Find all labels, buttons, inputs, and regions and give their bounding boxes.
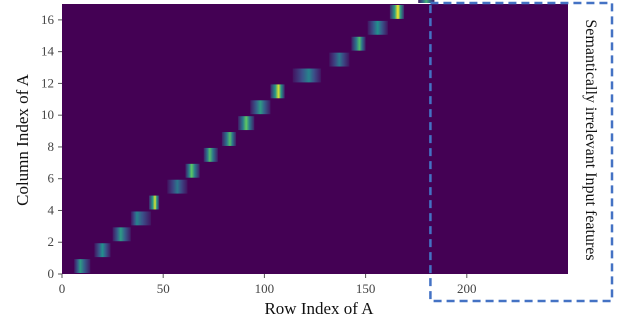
plot-area bbox=[62, 4, 568, 274]
heatmap-cell bbox=[203, 147, 218, 162]
heatmap-cell bbox=[94, 243, 111, 258]
heatmap-cell bbox=[74, 259, 91, 273]
heatmap-cell bbox=[238, 116, 255, 131]
y-tick-label: 12 bbox=[41, 75, 54, 90]
heatmap-cell bbox=[389, 5, 405, 19]
heatmap-cell bbox=[221, 132, 237, 146]
y-tick-label: 4 bbox=[48, 202, 55, 217]
heatmap-cell bbox=[270, 84, 285, 99]
highlight-region-box bbox=[429, 1, 614, 303]
heatmap-cell bbox=[250, 100, 271, 115]
y-tick-label: 8 bbox=[48, 139, 55, 154]
y-tick-label: 6 bbox=[48, 171, 55, 186]
heatmap-cell bbox=[112, 227, 131, 242]
y-axis-label: Column Index of A bbox=[13, 73, 32, 205]
axis-ticks: 0 50 100 150 200 0 2 4 6 8 10 12 14 16 bbox=[41, 12, 477, 296]
y-tick-label: 16 bbox=[41, 12, 55, 27]
heatmap-cell bbox=[367, 20, 388, 35]
heatmap-cell bbox=[292, 68, 322, 83]
y-tick-label: 14 bbox=[41, 44, 55, 59]
x-tick-label: 100 bbox=[255, 281, 275, 296]
x-tick-label: 0 bbox=[59, 281, 66, 296]
heatmap-cell bbox=[185, 163, 200, 178]
y-tick-label: 10 bbox=[41, 107, 54, 122]
heatmap-cells bbox=[74, 0, 435, 273]
heatmap-cell bbox=[130, 211, 152, 226]
highlight-region-label: Semantically irrelevant Input features bbox=[582, 19, 599, 260]
heatmap-cell bbox=[329, 52, 350, 67]
heatmap-cell bbox=[418, 0, 435, 3]
x-tick-label: 150 bbox=[356, 281, 376, 296]
x-tick-label: 200 bbox=[457, 281, 477, 296]
y-tick-label: 2 bbox=[48, 234, 55, 249]
x-axis-label: Row Index of A bbox=[264, 299, 374, 318]
heatmap-cell bbox=[351, 36, 366, 51]
y-tick-label: 0 bbox=[48, 266, 55, 281]
x-tick-label: 50 bbox=[157, 281, 170, 296]
heatmap-cell bbox=[149, 195, 160, 210]
heatmap-cell bbox=[167, 179, 188, 194]
